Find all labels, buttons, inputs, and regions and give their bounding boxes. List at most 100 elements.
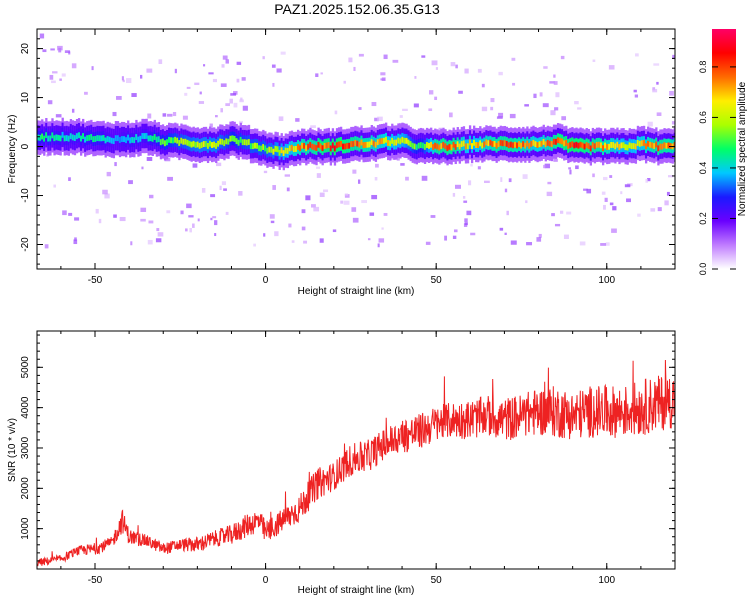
spectrogram-speckle bbox=[220, 108, 223, 113]
spectrogram-speckle bbox=[481, 106, 488, 112]
spectrogram-cell bbox=[640, 140, 644, 147]
spectrogram-cell bbox=[542, 138, 545, 145]
spectrogram-speckle bbox=[383, 212, 388, 216]
spectrogram-cell bbox=[120, 136, 124, 142]
spectrogram-cell bbox=[229, 135, 232, 142]
spectrogram-speckle bbox=[62, 210, 67, 216]
spectrogram-speckle bbox=[57, 45, 63, 51]
spectrogram-speckle bbox=[39, 33, 45, 39]
spectrogram-cell bbox=[565, 139, 568, 146]
spectrogram-cell bbox=[225, 138, 228, 145]
spectrogram-speckle bbox=[126, 78, 132, 84]
spectrogram-speckle bbox=[377, 116, 383, 122]
spectrogram-speckle bbox=[280, 51, 286, 55]
spectrogram-cell bbox=[159, 139, 163, 146]
spectrogram-speckle bbox=[612, 206, 617, 211]
spectrogram-cell bbox=[47, 135, 50, 142]
spectrogram-cell bbox=[485, 139, 488, 146]
spectrogram-cell bbox=[409, 141, 412, 147]
spectrogram-cell bbox=[315, 145, 318, 152]
spectrogram-speckle bbox=[313, 206, 320, 212]
spectrogram-cell bbox=[73, 135, 77, 142]
snr-ytick-label: 3000 bbox=[20, 436, 31, 459]
spectrogram-cell bbox=[239, 136, 242, 143]
colorbar-tick-label: 0.4 bbox=[698, 162, 708, 175]
spectrogram-speckle bbox=[498, 71, 503, 76]
spectrogram-speckle bbox=[216, 162, 222, 167]
spectrogram-speckle bbox=[652, 88, 658, 93]
spectrogram-speckle bbox=[61, 73, 66, 77]
spectrogram-speckle bbox=[68, 212, 73, 216]
spectrogram-cell bbox=[69, 133, 73, 140]
spectrogram-frame bbox=[36, 28, 676, 270]
spectrogram-cell bbox=[518, 141, 521, 148]
spectrogram-speckle bbox=[274, 231, 279, 237]
spectrogram-speckle bbox=[509, 113, 516, 119]
spectrogram-ytick-label: 10 bbox=[20, 92, 31, 104]
spectrogram-speckle bbox=[506, 210, 509, 216]
spectrogram-cell bbox=[554, 138, 558, 145]
spectrogram-xtick-label: 100 bbox=[598, 275, 615, 286]
spectrogram-cell bbox=[612, 142, 615, 148]
snr-xlabel: Height of straight line (km) bbox=[298, 585, 415, 596]
spectrogram-speckle bbox=[305, 195, 311, 201]
spectrogram-cell bbox=[411, 142, 414, 149]
spectrogram-cell bbox=[333, 145, 337, 152]
spectrogram-cell bbox=[149, 135, 152, 142]
spectrogram-cell bbox=[321, 145, 324, 152]
spectrogram-cell bbox=[182, 138, 185, 145]
spectrogram-cell bbox=[425, 142, 429, 148]
spectrogram-speckle bbox=[449, 112, 453, 118]
spectrogram-speckle bbox=[192, 223, 195, 228]
spectrogram-speckle bbox=[453, 229, 458, 233]
spectrogram-speckle bbox=[323, 189, 329, 193]
spectrogram-speckle bbox=[633, 89, 637, 93]
spectrogram-speckle bbox=[201, 188, 206, 193]
spectrogram-speckle bbox=[657, 207, 662, 212]
spectrogram-cell bbox=[591, 142, 595, 148]
spectrogram-cell bbox=[184, 138, 187, 145]
spectrogram-speckle bbox=[104, 193, 110, 199]
spectrogram-cell bbox=[509, 141, 513, 148]
spectrogram-speckle bbox=[653, 63, 660, 66]
spectrogram-cell bbox=[174, 136, 177, 143]
spectrogram-speckle bbox=[579, 241, 586, 246]
spectrogram-speckle bbox=[214, 220, 218, 226]
spectrogram-speckle bbox=[262, 56, 265, 60]
spectrogram-cell bbox=[661, 143, 664, 150]
spectrogram-cell bbox=[532, 139, 535, 146]
colorbar: 0.0 0.2 0.4 0.6 0.8 Normalized spectral ampl… bbox=[698, 29, 748, 275]
spectrogram-cell bbox=[282, 150, 285, 157]
spectrogram-speckle bbox=[656, 81, 659, 85]
spectrogram-cell bbox=[77, 132, 81, 139]
spectrogram-speckle bbox=[462, 196, 466, 199]
spectrogram-marks bbox=[37, 33, 675, 249]
spectrogram-speckle bbox=[650, 208, 656, 212]
spectrogram-speckle bbox=[603, 176, 608, 181]
spectrogram-speckle bbox=[563, 234, 569, 239]
spectrogram-cell bbox=[624, 144, 627, 151]
spectrogram-cell bbox=[194, 142, 197, 148]
spectrogram-cell bbox=[213, 141, 216, 148]
spectrogram-speckle bbox=[500, 177, 503, 182]
spectrogram-speckle bbox=[49, 74, 54, 80]
spectrogram-speckle bbox=[223, 188, 227, 191]
spectrogram-cell bbox=[288, 145, 292, 152]
spectrogram-ytick-label: -10 bbox=[20, 188, 31, 203]
spectrogram-cell bbox=[190, 141, 193, 148]
snr-xtick-label: 0 bbox=[263, 575, 269, 586]
spectrogram-speckle bbox=[106, 171, 111, 177]
spectrogram-speckle bbox=[390, 156, 396, 160]
spectrogram-cell bbox=[401, 136, 404, 143]
spectrogram-speckle bbox=[496, 116, 503, 119]
spectrogram-cell bbox=[522, 141, 525, 147]
snr-ytick-label: 2000 bbox=[20, 477, 31, 500]
spectrogram-speckle bbox=[358, 107, 362, 110]
spectrogram-speckle bbox=[155, 238, 162, 243]
spectrogram-cell bbox=[452, 141, 455, 148]
spectrogram-speckle bbox=[278, 116, 284, 121]
spectrogram-cell bbox=[292, 146, 296, 153]
spectrogram-cell bbox=[589, 145, 593, 152]
spectrogram-speckle bbox=[352, 169, 357, 174]
spectrogram-cell bbox=[657, 145, 660, 152]
